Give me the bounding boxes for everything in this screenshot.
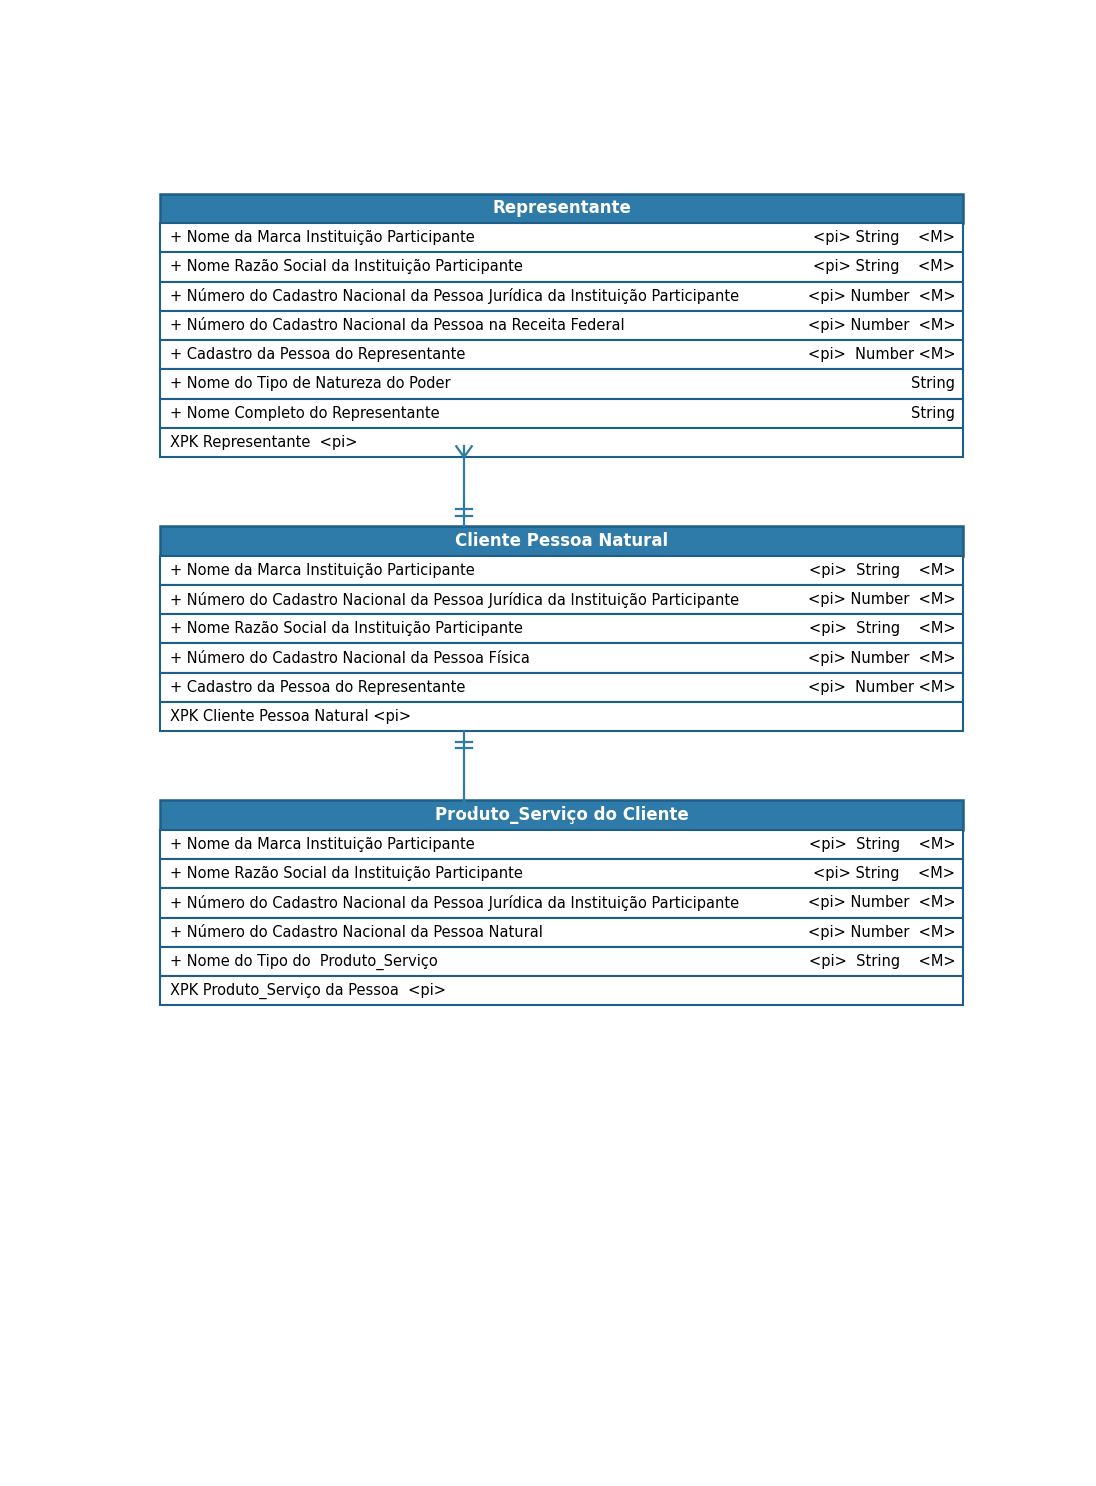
Bar [160,193,963,223]
Text: + Número do Cadastro Nacional da Pessoa Natural: + Número do Cadastro Nacional da Pessoa … [170,924,543,939]
Text: <pi> String    <M>: <pi> String <M> [813,230,956,245]
Text: + Número do Cadastro Nacional da Pessoa Jurídica da Instituição Participante: + Número do Cadastro Nacional da Pessoa … [170,895,739,911]
Bar [160,526,963,556]
Text: <pi>  String    <M>: <pi> String <M> [809,563,956,578]
Text: + Cadastro da Pessoa do Representante: + Cadastro da Pessoa do Representante [170,679,465,695]
Text: + Nome Razão Social da Instituição Participante: + Nome Razão Social da Instituição Parti… [170,866,523,881]
Text: + Nome da Marca Instituição Participante: + Nome da Marca Instituição Participante [170,837,475,851]
Bar [160,340,963,370]
Text: <pi>  String    <M>: <pi> String <M> [809,621,956,636]
Bar [160,556,963,585]
Text: Cliente Pessoa Natural: Cliente Pessoa Natural [455,532,669,550]
Bar [160,311,963,340]
Bar [160,585,963,614]
Text: <pi> Number  <M>: <pi> Number <M> [808,924,956,939]
Bar [160,801,963,829]
Bar [160,947,963,976]
Bar [160,673,963,701]
Text: XPK Representante  <pi>: XPK Representante <pi> [170,435,357,450]
Text: + Número do Cadastro Nacional da Pessoa Física: + Número do Cadastro Nacional da Pessoa … [170,651,529,666]
Text: Representante: Representante [492,199,631,217]
Bar [160,428,963,458]
Text: Produto_Serviço do Cliente: Produto_Serviço do Cliente [435,805,688,825]
Text: + Nome do Tipo do  Produto_Serviço: + Nome do Tipo do Produto_Serviço [170,954,437,969]
Text: <pi> Number  <M>: <pi> Number <M> [808,591,956,606]
Text: <pi> Number  <M>: <pi> Number <M> [808,288,956,303]
Text: <pi>  String    <M>: <pi> String <M> [809,837,956,851]
Text: + Nome da Marca Instituição Participante: + Nome da Marca Instituição Participante [170,563,475,578]
Text: + Número do Cadastro Nacional da Pessoa Jurídica da Instituição Participante: + Número do Cadastro Nacional da Pessoa … [170,288,739,305]
Bar [160,253,963,281]
Text: + Número do Cadastro Nacional da Pessoa Jurídica da Instituição Participante: + Número do Cadastro Nacional da Pessoa … [170,591,739,608]
Bar [160,976,963,1006]
Bar [160,889,963,917]
Text: <pi>  Number <M>: <pi> Number <M> [808,679,956,695]
Text: String: String [912,376,956,391]
Bar [160,223,963,253]
Text: + Nome Razão Social da Instituição Participante: + Nome Razão Social da Instituição Parti… [170,260,523,275]
Text: + Cadastro da Pessoa do Representante: + Cadastro da Pessoa do Representante [170,348,465,363]
Bar [160,829,963,859]
Bar [160,398,963,428]
Bar [160,281,963,311]
Text: <pi>  Number <M>: <pi> Number <M> [808,348,956,363]
Bar [160,917,963,947]
Bar [160,370,963,398]
Text: <pi> Number  <M>: <pi> Number <M> [808,318,956,333]
Text: + Nome do Tipo de Natureza do Poder: + Nome do Tipo de Natureza do Poder [170,376,450,391]
Text: + Número do Cadastro Nacional da Pessoa na Receita Federal: + Número do Cadastro Nacional da Pessoa … [170,318,625,333]
Bar [160,614,963,643]
Text: <pi>  String    <M>: <pi> String <M> [809,954,956,969]
Text: String: String [912,406,956,421]
Bar [160,859,963,889]
Bar [160,643,963,673]
Text: <pi> String    <M>: <pi> String <M> [813,260,956,275]
Text: <pi> Number  <M>: <pi> Number <M> [808,896,956,911]
Text: XPK Produto_Serviço da Pessoa  <pi>: XPK Produto_Serviço da Pessoa <pi> [170,982,446,999]
Text: <pi> Number  <M>: <pi> Number <M> [808,651,956,666]
Text: + Nome Completo do Representante: + Nome Completo do Representante [170,406,439,421]
Bar [160,701,963,731]
Text: XPK Cliente Pessoa Natural <pi>: XPK Cliente Pessoa Natural <pi> [170,709,411,724]
Text: + Nome da Marca Instituição Participante: + Nome da Marca Instituição Participante [170,230,475,245]
Text: <pi> String    <M>: <pi> String <M> [813,866,956,881]
Text: + Nome Razão Social da Instituição Participante: + Nome Razão Social da Instituição Parti… [170,621,523,636]
